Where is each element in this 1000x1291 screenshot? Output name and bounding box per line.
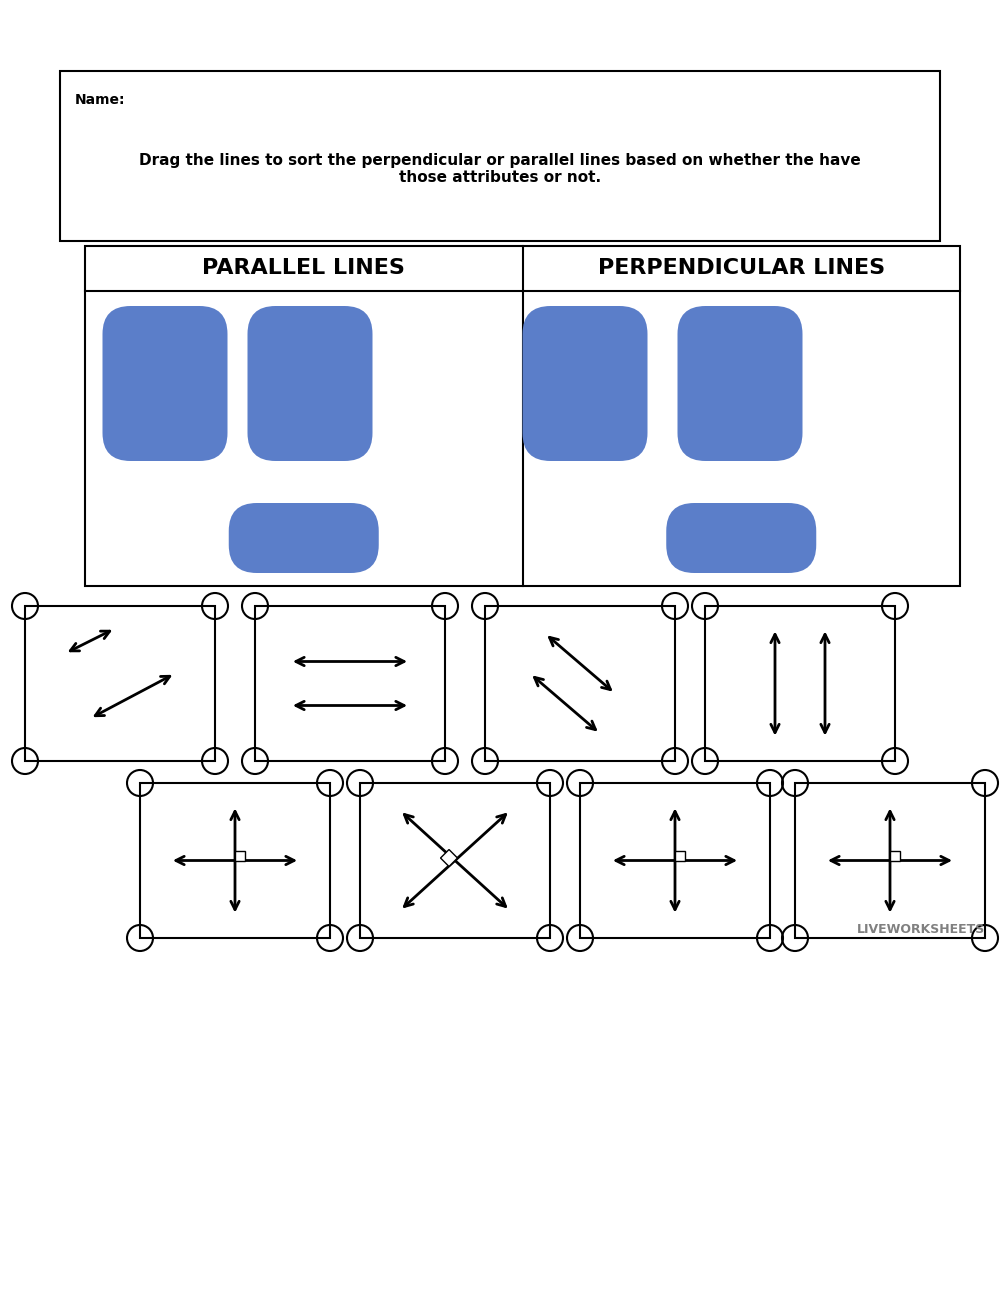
Text: LIVEWORKSHEETS: LIVEWORKSHEETS bbox=[857, 923, 985, 936]
FancyBboxPatch shape bbox=[229, 503, 379, 573]
Bar bbox=[360, 784, 550, 939]
Bar bbox=[60, 71, 940, 241]
Bar bbox=[485, 605, 675, 760]
FancyBboxPatch shape bbox=[248, 306, 372, 461]
Bar bbox=[795, 784, 985, 939]
Bar bbox=[705, 605, 895, 760]
FancyBboxPatch shape bbox=[522, 306, 648, 461]
Bar bbox=[235, 851, 245, 861]
Text: PARALLEL LINES: PARALLEL LINES bbox=[202, 258, 405, 279]
Bar bbox=[85, 247, 960, 586]
Bar bbox=[255, 605, 445, 760]
FancyBboxPatch shape bbox=[666, 503, 816, 573]
Bar bbox=[140, 784, 330, 939]
Text: PERPENDICULAR LINES: PERPENDICULAR LINES bbox=[598, 258, 885, 279]
Bar bbox=[580, 784, 770, 939]
Bar bbox=[675, 851, 685, 861]
FancyBboxPatch shape bbox=[102, 306, 228, 461]
Text: Name:: Name: bbox=[75, 93, 126, 107]
FancyBboxPatch shape bbox=[678, 306, 802, 461]
Bar bbox=[890, 851, 900, 861]
Bar bbox=[441, 849, 457, 866]
Bar bbox=[25, 605, 215, 760]
Text: Drag the lines to sort the perpendicular or parallel lines based on whether the : Drag the lines to sort the perpendicular… bbox=[139, 152, 861, 185]
